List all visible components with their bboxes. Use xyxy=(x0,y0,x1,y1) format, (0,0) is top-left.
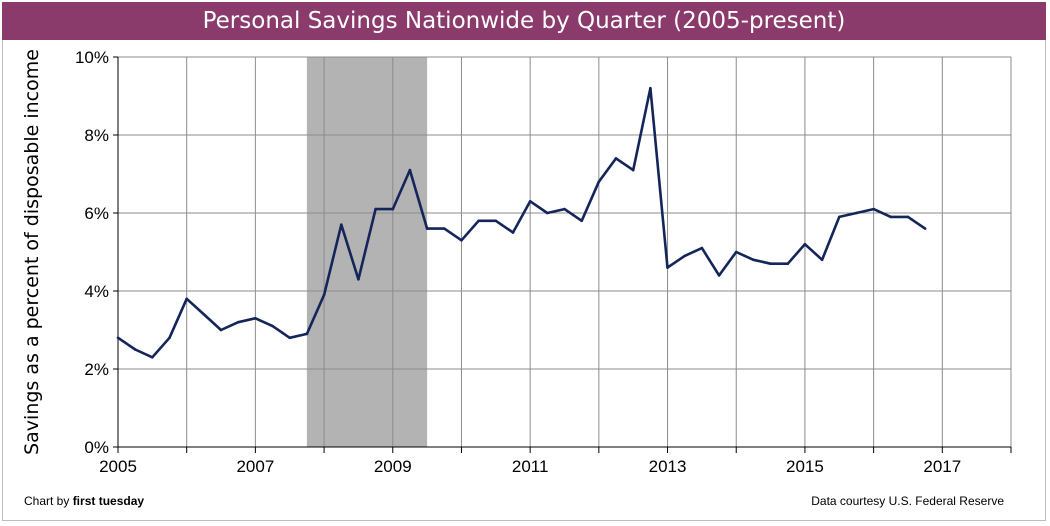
y-tick-label: 10% xyxy=(75,48,109,67)
chart-credit-brand: first tuesday xyxy=(72,494,145,508)
data-point xyxy=(442,227,446,230)
data-point xyxy=(460,239,463,242)
x-tick-label: 2017 xyxy=(923,457,961,476)
data-point xyxy=(666,266,669,269)
y-tick-label: 2% xyxy=(84,360,109,379)
x-tick-label: 2013 xyxy=(649,457,687,476)
data-point xyxy=(494,219,498,223)
x-tick-label: 2009 xyxy=(374,457,412,476)
data-point xyxy=(580,219,583,223)
data-point xyxy=(151,356,154,359)
y-tick-label: 8% xyxy=(84,126,109,145)
data-point xyxy=(923,227,927,230)
data-point xyxy=(786,262,790,266)
data-point xyxy=(752,258,755,262)
data-point xyxy=(717,274,721,277)
y-tick-label: 4% xyxy=(84,282,109,301)
y-tick-label: 0% xyxy=(84,438,109,457)
data-point xyxy=(322,293,326,297)
y-tick-label: 6% xyxy=(84,204,109,223)
data-point xyxy=(305,332,309,336)
data-point xyxy=(837,215,841,219)
data-source: Data courtesy U.S. Federal Reserve xyxy=(811,494,1004,508)
data-point xyxy=(133,348,137,351)
data-point xyxy=(631,168,635,172)
data-point xyxy=(408,168,412,172)
data-point xyxy=(683,254,687,258)
data-point xyxy=(116,336,120,340)
data-point xyxy=(339,223,343,226)
recession-shading xyxy=(306,57,428,447)
chart-credit: Chart by first tuesday xyxy=(24,494,144,508)
data-point xyxy=(254,317,257,320)
data-point xyxy=(374,207,377,211)
data-point xyxy=(357,278,360,281)
x-tick-label: 2011 xyxy=(512,457,549,476)
data-point xyxy=(906,215,910,219)
data-point xyxy=(872,207,875,211)
data-point xyxy=(803,242,807,246)
data-point xyxy=(185,297,188,301)
chart-title: Personal Savings Nationwide by Quarter (… xyxy=(2,2,1046,40)
data-point xyxy=(219,328,223,332)
data-point xyxy=(391,207,395,211)
x-tick-label: 2007 xyxy=(236,457,274,476)
data-point xyxy=(425,227,429,230)
data-point xyxy=(649,86,652,90)
data-point xyxy=(563,207,566,211)
data-point xyxy=(769,262,772,266)
data-point xyxy=(700,246,704,250)
data-point xyxy=(820,258,824,262)
data-point xyxy=(734,250,738,254)
x-tick-label: 2005 xyxy=(99,457,137,476)
data-point xyxy=(597,180,601,184)
savings-rate-line xyxy=(117,86,926,359)
data-point xyxy=(528,200,532,203)
y-axis-title: Savings as a percent of disposable incom… xyxy=(21,49,43,455)
data-point xyxy=(477,219,480,223)
x-tick-label: 2015 xyxy=(786,457,824,476)
data-point xyxy=(855,211,858,215)
data-point xyxy=(236,320,240,324)
data-point xyxy=(889,215,893,219)
data-point xyxy=(546,211,549,215)
data-point xyxy=(511,231,515,234)
data-point xyxy=(202,313,206,316)
chart-credit-prefix: Chart by xyxy=(24,494,73,508)
data-point xyxy=(271,324,274,328)
data-point xyxy=(614,157,618,160)
data-point xyxy=(288,336,292,340)
data-point xyxy=(168,336,171,340)
